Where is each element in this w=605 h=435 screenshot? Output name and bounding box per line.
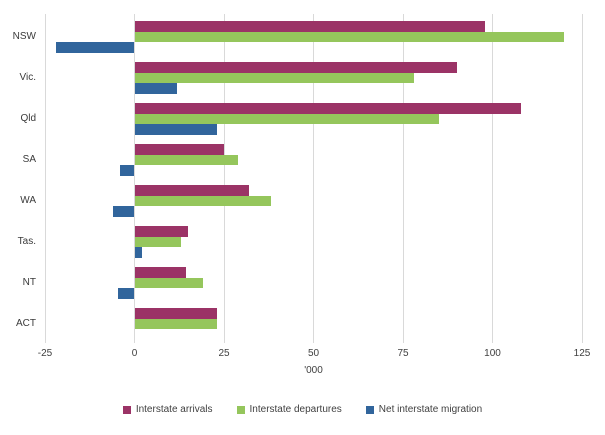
interstate-arrivals-bar-qld bbox=[134, 103, 522, 114]
legend: Interstate arrivals Interstate departures… bbox=[0, 404, 605, 415]
category-label-tas: Tas. bbox=[17, 236, 36, 247]
interstate-departures-bar-nsw bbox=[134, 31, 565, 42]
tick-label--25: -25 bbox=[37, 348, 53, 359]
gridline-125 bbox=[581, 14, 583, 343]
category-label-vic: Vic. bbox=[19, 72, 37, 83]
category-label-sa: SA bbox=[22, 154, 36, 165]
legend-swatch-icon bbox=[365, 405, 374, 414]
category-label-act: ACT bbox=[16, 318, 36, 329]
interstate-arrivals-bar-sa bbox=[134, 144, 224, 155]
category-axis: NSW Vic. Qld SA WA Tas. NT ACT bbox=[0, 14, 40, 343]
gridline-50 bbox=[313, 14, 314, 343]
legend-swatch-icon bbox=[236, 405, 245, 414]
interstate-departures-bar-act bbox=[134, 318, 217, 329]
interstate-departures-bar-qld bbox=[134, 113, 439, 124]
interstate-departures-bar-tas bbox=[134, 236, 182, 247]
net-interstate-migration-bar-qld bbox=[134, 124, 217, 135]
legend-item-interstate-departures: Interstate departures bbox=[236, 404, 342, 415]
interstate-departures-bar-wa bbox=[134, 195, 271, 206]
interstate-departures-bar-nt bbox=[134, 277, 203, 288]
interstate-arrivals-bar-tas bbox=[134, 226, 189, 237]
plot-area bbox=[44, 14, 583, 343]
interstate-arrivals-bar-vic bbox=[134, 62, 457, 73]
legend-swatch-icon bbox=[122, 405, 131, 414]
gridline-0 bbox=[134, 14, 135, 343]
category-label-nt: NT bbox=[22, 277, 36, 288]
interstate-arrivals-bar-wa bbox=[134, 185, 250, 196]
category-label-wa: WA bbox=[20, 195, 36, 206]
legend-label: Interstate arrivals bbox=[135, 404, 213, 415]
net-interstate-migration-bar-tas bbox=[134, 247, 142, 258]
legend-item-interstate-arrivals: Interstate arrivals bbox=[122, 404, 213, 415]
legend-label: Net interstate migration bbox=[378, 404, 483, 415]
gridline--25 bbox=[44, 14, 46, 343]
tick-label-25: 25 bbox=[218, 348, 230, 359]
value-axis: -25 0 25 50 75 100 125 bbox=[38, 348, 591, 361]
tick-label-50: 50 bbox=[307, 348, 320, 359]
interstate-departures-bar-sa bbox=[134, 154, 239, 165]
gridline-75 bbox=[402, 14, 404, 343]
tick-label-75: 75 bbox=[397, 348, 409, 359]
tick-label-125: 125 bbox=[573, 348, 591, 359]
net-interstate-migration-bar-nsw bbox=[55, 42, 135, 53]
interstate-arrivals-bar-act bbox=[134, 308, 217, 319]
interstate-arrivals-bar-nt bbox=[134, 267, 187, 278]
interstate-arrivals-bar-nsw bbox=[134, 21, 486, 32]
tick-label-100: 100 bbox=[484, 348, 501, 359]
gridline-25 bbox=[223, 14, 225, 343]
net-interstate-migration-bar-vic bbox=[134, 83, 178, 94]
x-axis-title: '000 bbox=[304, 365, 323, 376]
net-interstate-migration-bar-sa bbox=[120, 165, 135, 176]
interstate-departures-bar-vic bbox=[134, 72, 414, 83]
legend-label: Interstate departures bbox=[249, 404, 342, 415]
category-label-nsw: NSW bbox=[12, 31, 36, 42]
gridline-100 bbox=[492, 14, 493, 343]
legend-item-net-interstate-migration: Net interstate migration bbox=[365, 404, 483, 415]
category-label-qld: Qld bbox=[20, 113, 36, 124]
net-interstate-migration-bar-wa bbox=[113, 206, 135, 217]
tick-label-0: 0 bbox=[131, 348, 138, 359]
net-interstate-migration-bar-nt bbox=[118, 288, 135, 299]
